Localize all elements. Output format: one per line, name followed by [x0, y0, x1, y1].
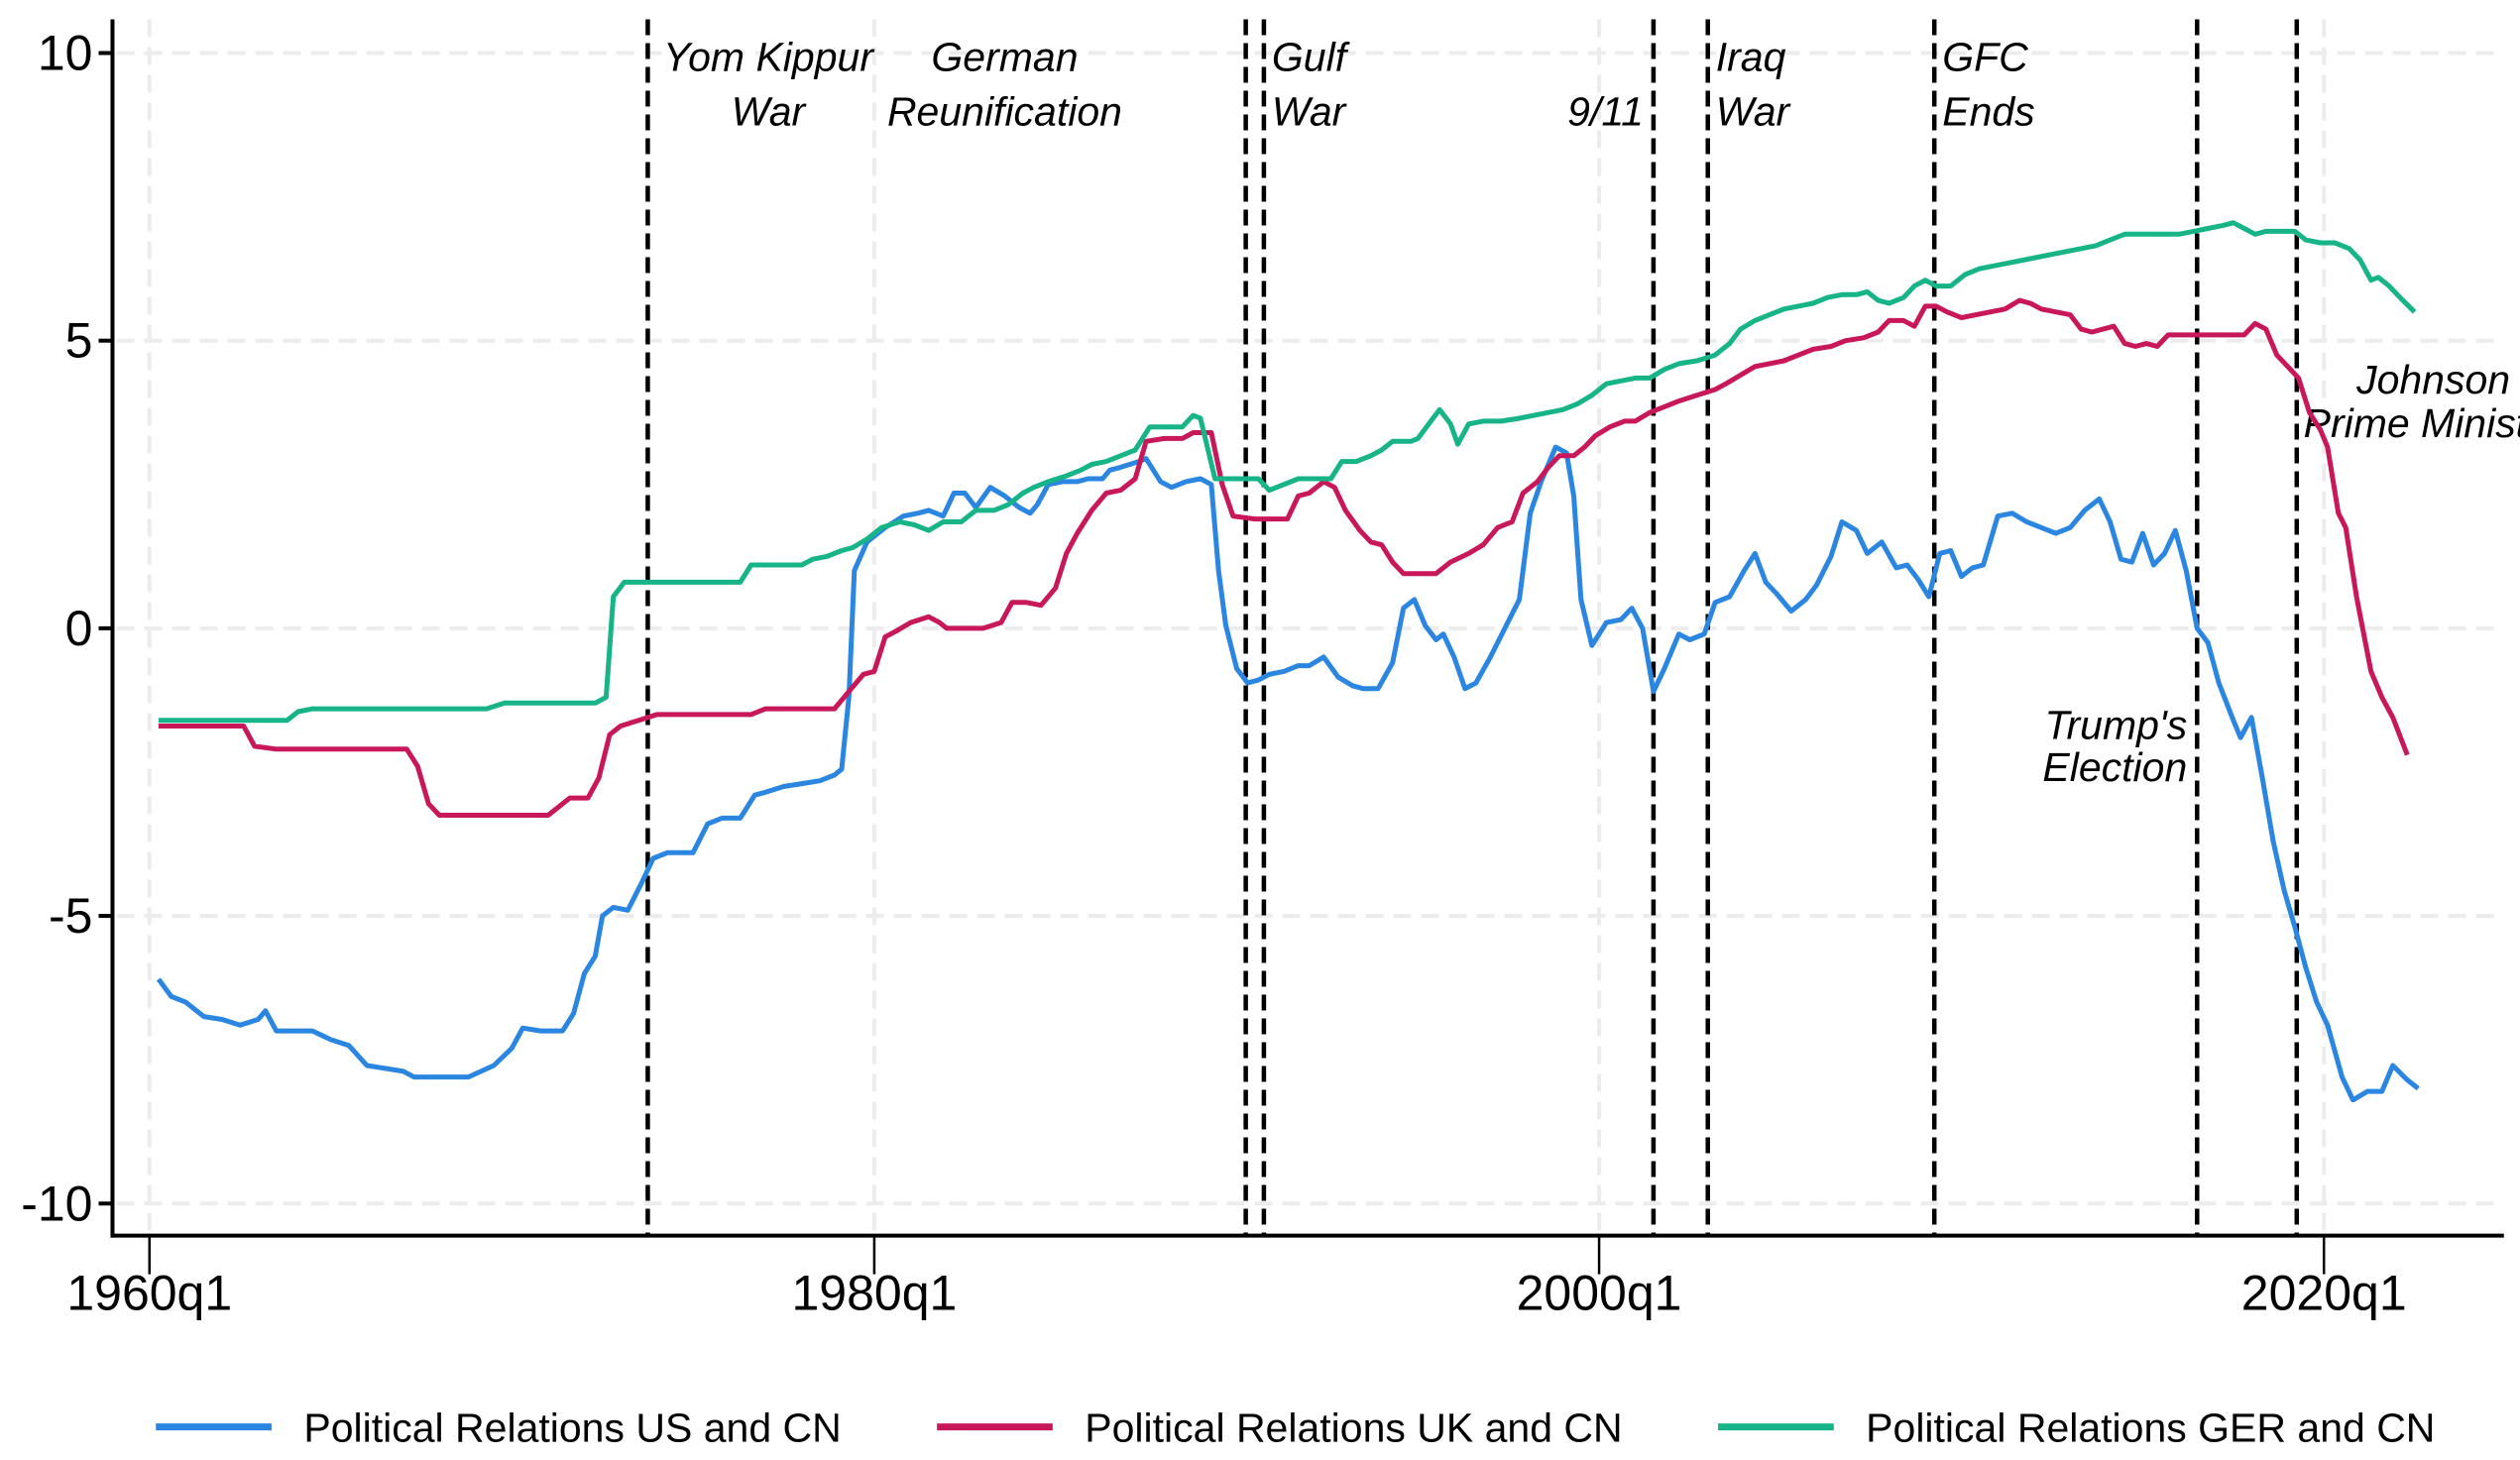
- event-label: Yom Kippur: [663, 34, 875, 79]
- event-label: Johnson: [2355, 357, 2510, 402]
- event-label: 9/11: [1567, 88, 1644, 134]
- event-label: Trump's: [2045, 703, 2188, 748]
- event-label: Prime Minister: [2304, 400, 2520, 446]
- event-label: Ends: [1942, 88, 2034, 134]
- y-axis-ticks: 10 5 0 -5 -10: [21, 25, 113, 1231]
- series-line-ger-cn: [158, 220, 2417, 724]
- event-label: War: [1272, 88, 1348, 134]
- legend-label: Political Relations US and CN: [303, 1405, 841, 1451]
- series-lines: [156, 220, 2420, 1103]
- x-tick-label: 1960q1: [66, 1265, 232, 1320]
- y-tick-label: 5: [65, 313, 93, 369]
- x-tick-label: 2020q1: [2241, 1265, 2407, 1320]
- event-label: GFC: [1942, 34, 2028, 79]
- event-label: Gulf: [1272, 34, 1350, 79]
- event-label: Election: [2042, 744, 2187, 790]
- event-label: War: [1716, 88, 1792, 134]
- series-line-uk-cn: [158, 297, 2410, 818]
- x-tick-label: 1980q1: [791, 1265, 957, 1320]
- y-tick-label: -5: [49, 888, 92, 944]
- legend-label: Political Relations UK and CN: [1085, 1405, 1622, 1451]
- gridlines: [116, 19, 2504, 1234]
- event-label: German: [931, 34, 1078, 79]
- legend: Political Relations US and CN Political R…: [156, 1405, 2435, 1451]
- series-line-us-cn: [156, 444, 2420, 1103]
- y-tick-label: 10: [38, 25, 93, 80]
- y-tick-label: 0: [65, 601, 93, 656]
- y-tick-label: -10: [21, 1176, 92, 1231]
- event-label: Iraq: [1716, 34, 1786, 79]
- event-markers: Yom Kippur War German Reunification Gulf War 9…: [645, 19, 2520, 1236]
- legend-label: Political Relations GER and CN: [1866, 1405, 2435, 1451]
- event-label: Reunification: [887, 88, 1122, 134]
- event-label: War: [732, 88, 808, 134]
- x-tick-label: 2000q1: [1517, 1265, 1682, 1320]
- x-axis-ticks: 1960q1 1980q1 2000q1 2020q1: [66, 1235, 2407, 1320]
